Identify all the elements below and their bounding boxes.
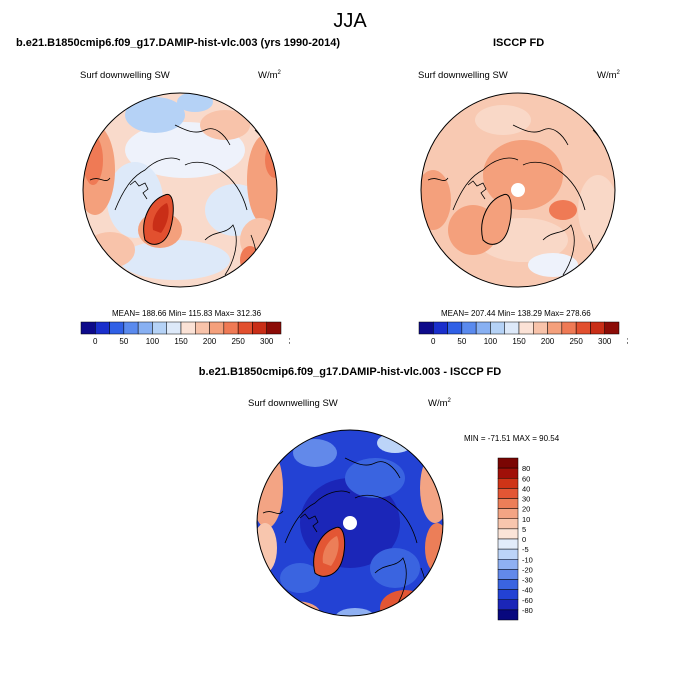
colorbar-tick-label: 5 bbox=[522, 525, 526, 534]
colorbar-tick-label: -40 bbox=[522, 586, 533, 595]
diff-variable-label: Surf downwelling SW bbox=[248, 398, 338, 409]
obs-colorbar: 0 50 100 150 200 250 300 350 bbox=[418, 321, 628, 346]
colorbar-swatch bbox=[95, 321, 110, 335]
colorbar-tick-label: 80 bbox=[522, 464, 530, 473]
colorbar-swatch bbox=[518, 321, 534, 335]
colorbar-swatch bbox=[497, 498, 519, 509]
colorbar-swatch bbox=[504, 321, 520, 335]
colorbar-tick-label: 150 bbox=[512, 337, 526, 346]
colorbar-tick-label: 350 bbox=[289, 337, 290, 346]
colorbar-tick-label: -30 bbox=[522, 576, 533, 585]
obs-variable-label: Surf downwelling SW bbox=[418, 70, 508, 81]
colorbar-swatch bbox=[497, 488, 519, 499]
diff-stats: MIN = -71.51 MAX = 90.54 bbox=[464, 434, 560, 443]
colorbar-tick-label: 300 bbox=[598, 337, 612, 346]
colorbar-swatch bbox=[497, 548, 519, 560]
colorbar-swatch bbox=[180, 321, 196, 335]
colorbar-swatch bbox=[497, 579, 519, 590]
model-units-label: W/m2 bbox=[258, 70, 281, 82]
colorbar-tick-label: 200 bbox=[203, 337, 217, 346]
colorbar-tick-label: 350 bbox=[627, 337, 628, 346]
colorbar-swatch bbox=[80, 321, 96, 335]
season-title: JJA bbox=[333, 10, 367, 32]
colorbar-swatch bbox=[497, 478, 519, 489]
colorbar-swatch bbox=[152, 321, 167, 335]
colorbar-swatch bbox=[497, 528, 519, 540]
colorbar-swatch bbox=[497, 538, 519, 550]
colorbar-tick-label: 300 bbox=[260, 337, 274, 346]
diff-panel-title: b.e21.B1850cmip6.f09_g17.DAMIP-hist-vlc.… bbox=[198, 366, 502, 378]
colorbar-tick-label: 250 bbox=[569, 337, 583, 346]
model-variable-label: Surf downwelling SW bbox=[80, 70, 170, 81]
colorbar-tick-label: 60 bbox=[522, 474, 530, 483]
colorbar-swatch bbox=[497, 518, 519, 530]
diff-units-label: W/m2 bbox=[428, 398, 451, 410]
colorbar-swatch bbox=[497, 457, 519, 469]
colorbar-swatch bbox=[497, 589, 519, 600]
colorbar-swatch bbox=[137, 321, 153, 335]
colorbar-swatch bbox=[533, 321, 548, 335]
colorbar-swatch bbox=[252, 321, 267, 335]
colorbar-tick-label: 40 bbox=[522, 484, 530, 493]
colorbar-swatch bbox=[497, 559, 519, 570]
obs-panel-title: ISCCP FD bbox=[493, 37, 545, 49]
colorbar-tick-label: 100 bbox=[146, 337, 160, 346]
colorbar-tick-label: 20 bbox=[522, 505, 530, 514]
colorbar-swatch bbox=[166, 321, 182, 335]
colorbar-tick-label: -10 bbox=[522, 555, 533, 564]
model-polar-map bbox=[82, 92, 278, 288]
colorbar-swatch bbox=[497, 467, 519, 479]
colorbar-tick-label: -80 bbox=[522, 606, 533, 615]
colorbar-tick-label: 30 bbox=[522, 495, 530, 504]
colorbar-swatch bbox=[418, 321, 434, 335]
colorbar-swatch bbox=[109, 321, 125, 335]
colorbar-swatch bbox=[461, 321, 477, 335]
colorbar-tick-label: 50 bbox=[119, 337, 128, 346]
colorbar-tick-label: -5 bbox=[522, 545, 529, 554]
model-colorbar: 0 50 100 150 200 250 300 350 bbox=[80, 321, 290, 346]
colorbar-swatch bbox=[266, 321, 282, 335]
colorbar-swatch bbox=[590, 321, 605, 335]
colorbar-tick-label: 0 bbox=[431, 337, 436, 346]
colorbar-tick-label: 150 bbox=[174, 337, 188, 346]
colorbar-tick-label: 200 bbox=[541, 337, 555, 346]
colorbar-swatch bbox=[604, 321, 620, 335]
colorbar-tick-label: 0 bbox=[93, 337, 98, 346]
colorbar-swatch bbox=[575, 321, 591, 335]
colorbar-swatch bbox=[497, 569, 519, 580]
colorbar-swatch bbox=[209, 321, 225, 335]
obs-polar-map bbox=[420, 92, 616, 288]
colorbar-tick-label: 10 bbox=[522, 515, 530, 524]
diff-polar-map bbox=[256, 429, 444, 617]
obs-stats: MEAN= 207.44 Min= 138.29 Max= 278.66 bbox=[441, 309, 591, 318]
colorbar-tick-label: 50 bbox=[457, 337, 466, 346]
colorbar-swatch bbox=[447, 321, 463, 335]
colorbar-swatch bbox=[195, 321, 210, 335]
colorbar-tick-label: 100 bbox=[484, 337, 498, 346]
colorbar-swatch bbox=[433, 321, 448, 335]
colorbar-swatch bbox=[490, 321, 505, 335]
colorbar-swatch bbox=[475, 321, 491, 335]
colorbar-swatch bbox=[497, 508, 519, 519]
obs-units-label: W/m2 bbox=[597, 70, 620, 82]
colorbar-swatch bbox=[497, 609, 519, 621]
colorbar-swatch bbox=[223, 321, 239, 335]
colorbar-swatch bbox=[547, 321, 563, 335]
colorbar-swatch bbox=[561, 321, 577, 335]
colorbar-tick-label: 0 bbox=[522, 535, 526, 544]
colorbar-swatch bbox=[497, 599, 519, 611]
colorbar-tick-label: -20 bbox=[522, 565, 533, 574]
model-stats: MEAN= 188.66 Min= 115.83 Max= 312.36 bbox=[112, 309, 262, 318]
colorbar-swatch bbox=[123, 321, 139, 335]
colorbar-tick-label: 250 bbox=[231, 337, 245, 346]
model-panel-title: b.e21.B1850cmip6.f09_g17.DAMIP-hist-vlc.… bbox=[16, 37, 341, 49]
colorbar-swatch bbox=[237, 321, 253, 335]
colorbar-tick-label: -60 bbox=[522, 596, 533, 605]
